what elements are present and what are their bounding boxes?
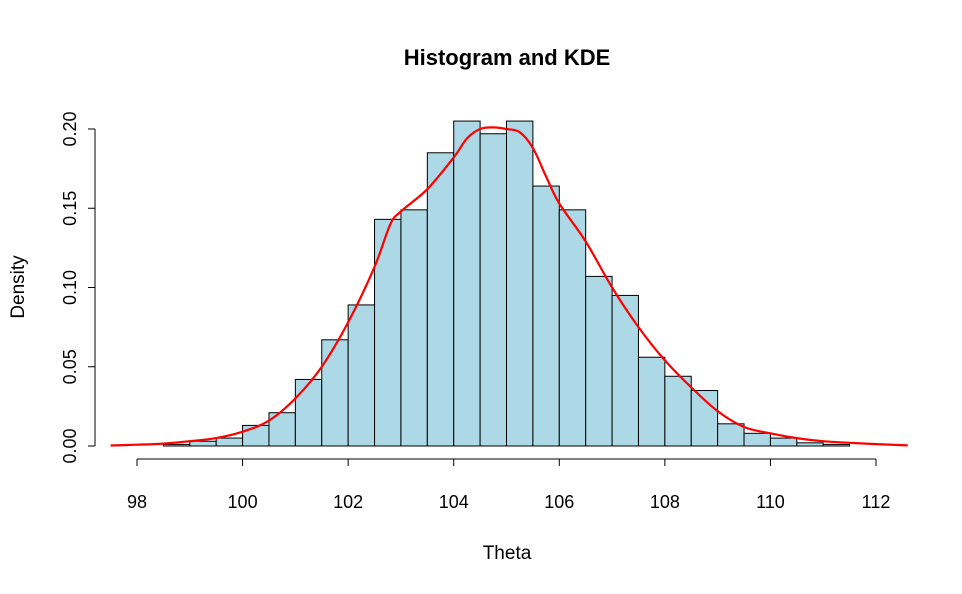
- y-tick-label: 0.10: [60, 270, 80, 305]
- histogram-bar: [374, 218, 402, 447]
- x-tick-label: 110: [756, 492, 785, 512]
- x-tick-label: 106: [544, 492, 574, 512]
- histogram-bar: [162, 443, 191, 447]
- y-axis: 0.00 0.05 0.10 0.15 0.20: [60, 111, 96, 464]
- histogram-bar: [743, 432, 771, 447]
- histogram-bar: [822, 443, 851, 447]
- histogram-bar: [796, 442, 824, 447]
- histogram-bar: [664, 375, 692, 447]
- histogram-bar: [242, 424, 270, 447]
- x-tick-label: 112: [862, 492, 891, 512]
- histogram-bar: [717, 423, 745, 447]
- x-tick-label: 102: [333, 492, 363, 512]
- y-tick-label: 0.05: [60, 349, 80, 384]
- histogram-bar: [215, 437, 244, 447]
- histogram-bar: [558, 209, 587, 447]
- bars: [162, 120, 851, 447]
- x-tick-label: 98: [127, 492, 147, 512]
- kde-curve: [110, 126, 908, 447]
- histogram-bar: [400, 209, 428, 447]
- x-axis: 98 100 102 104 106 108 110 112: [127, 458, 891, 512]
- histogram-bar: [506, 120, 534, 447]
- histogram-bar: [294, 378, 323, 447]
- y-tick-label: 0.00: [60, 428, 80, 463]
- x-tick-label: 100: [228, 492, 258, 512]
- y-tick-label: 0.15: [60, 191, 80, 226]
- histogram-bar: [426, 152, 455, 447]
- x-tick-label: 104: [439, 492, 469, 512]
- histogram-bar: [532, 185, 560, 447]
- histogram-bar: [347, 304, 376, 447]
- histogram-bar: [611, 294, 639, 447]
- chart-title: Histogram and KDE: [404, 45, 611, 70]
- y-axis-label: Density: [8, 255, 29, 319]
- y-tick-label: 0.20: [60, 111, 80, 146]
- x-tick-label: 108: [650, 492, 680, 512]
- x-axis-label: Theta: [483, 543, 532, 564]
- histogram-bar: [321, 339, 349, 447]
- histogram-bar: [585, 275, 613, 447]
- histogram-bar: [189, 440, 217, 447]
- histogram-bar: [769, 437, 798, 447]
- histogram-bar: [479, 133, 508, 447]
- histogram-bar: [453, 120, 481, 447]
- histogram-bar: [637, 356, 666, 447]
